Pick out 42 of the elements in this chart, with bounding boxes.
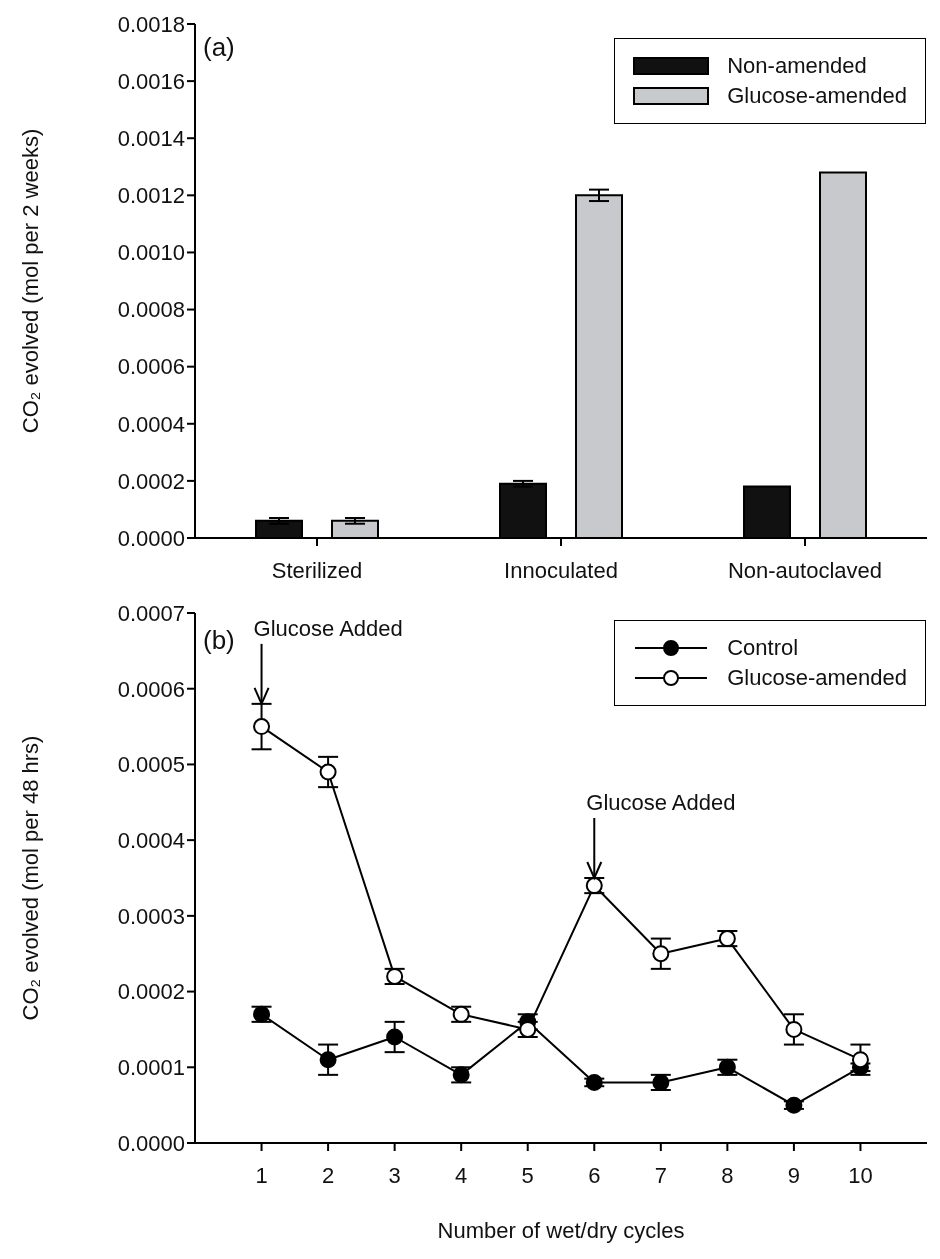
x-tick-label: 10 (848, 1162, 873, 1188)
y-tick-label: 0.0004 (117, 827, 185, 853)
y-tick-label: 0.0001 (117, 1055, 185, 1081)
y-tick-label: 0.0003 (117, 903, 185, 929)
y-tick-label: 0.0002 (117, 979, 185, 1005)
y-tick-label: 0.0006 (117, 676, 185, 702)
y-tick-label: 0.0008 (117, 297, 185, 323)
x-tick-label: 6 (588, 1162, 601, 1188)
annotation: Glucose Added (253, 615, 403, 641)
x-axis-title: Number of wet/dry cycles (437, 1218, 685, 1243)
y-tick-label: 0.0012 (117, 183, 185, 209)
y-tick-label: 0.0010 (117, 240, 185, 266)
y-tick-label: 0.0004 (117, 411, 185, 437)
legend-label: Control (727, 635, 799, 661)
y-tick-label: 0.0018 (117, 11, 185, 37)
annotation: (b) (203, 625, 235, 655)
x-tick-label: 3 (388, 1162, 401, 1188)
x-tick-label: Innoculated (504, 557, 618, 583)
legend-label: Glucose-amended (727, 665, 907, 691)
x-tick-label: Sterilized (271, 557, 363, 583)
x-tick-label: 4 (455, 1162, 468, 1188)
x-tick-label: Non-autoclaved (727, 557, 883, 583)
annotation: Glucose Added (586, 790, 736, 815)
x-tick-label: 2 (321, 1162, 335, 1188)
y-tick-label: 0.0000 (117, 1130, 185, 1156)
x-tick-label: 9 (787, 1162, 801, 1188)
x-tick-label: 8 (721, 1162, 734, 1188)
y-tick-label: 0.0014 (117, 126, 185, 152)
annotation: (a) (203, 32, 235, 62)
legend-label: Non-amended (727, 53, 867, 79)
y-tick-label: 0.0005 (117, 752, 185, 778)
y-tick-label: 0.0007 (117, 600, 185, 626)
y-tick-label: 0.0016 (117, 68, 185, 94)
y-tick-label: 0.0006 (117, 354, 185, 380)
x-tick-label: 5 (521, 1162, 534, 1188)
legend-label: Glucose-amended (727, 83, 907, 109)
y-tick-label: 0.0000 (117, 525, 185, 551)
x-tick-label: 7 (654, 1162, 667, 1188)
x-tick-label: 1 (255, 1162, 268, 1188)
y-axis-title: CO₂ evolved (mol per 48 hrs) (17, 735, 43, 1021)
y-axis-title: CO₂ evolved (mol per 2 weeks) (17, 128, 43, 434)
y-tick-label: 0.0002 (117, 468, 185, 494)
